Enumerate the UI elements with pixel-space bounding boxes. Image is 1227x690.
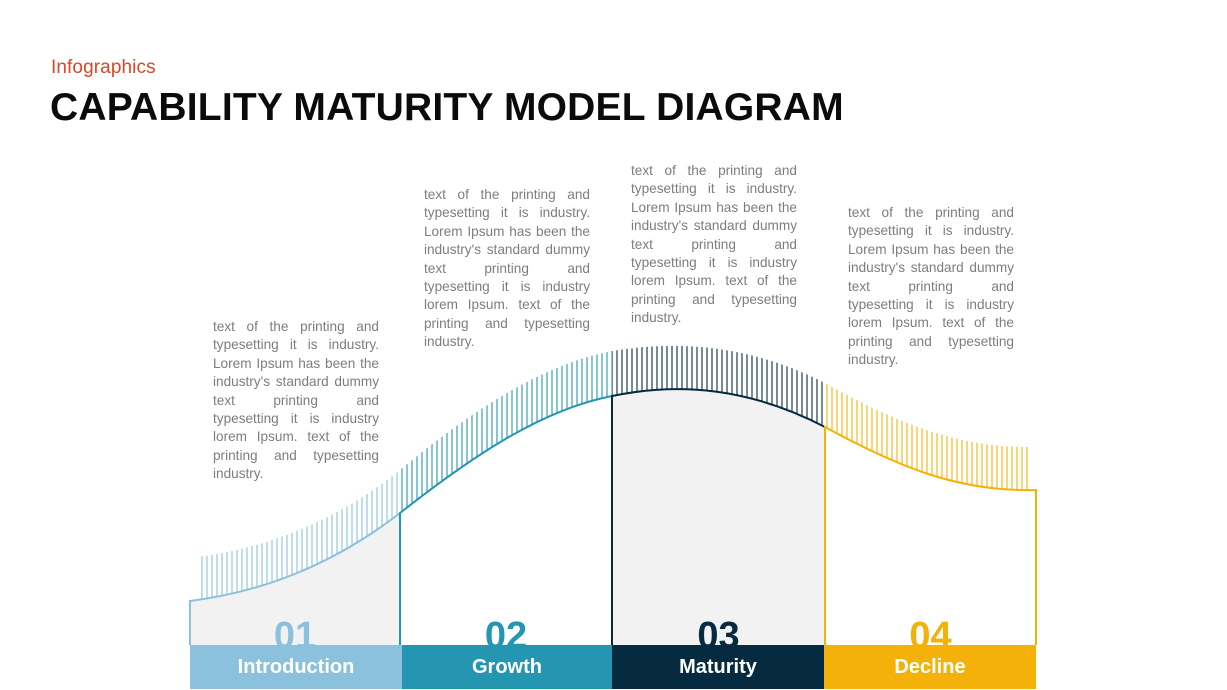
stage-3-label: Maturity bbox=[612, 645, 824, 689]
subtitle: Infographics bbox=[51, 57, 156, 78]
stage-2-label-text: Growth bbox=[472, 656, 542, 678]
page-title: CAPABILITY MATURITY MODEL DIAGRAM bbox=[50, 86, 844, 129]
stage-4-label: Decline bbox=[824, 645, 1036, 689]
stage-panels bbox=[190, 389, 1036, 645]
stage-4-description: text of the printing and typesetting it … bbox=[848, 205, 1014, 368]
stage-2-description: text of the printing and typesetting it … bbox=[424, 187, 590, 350]
stage-1-description: text of the printing and typesetting it … bbox=[213, 319, 379, 482]
stage-outlines bbox=[189, 388, 1037, 645]
stage-3-description: text of the printing and typesetting it … bbox=[631, 163, 797, 326]
stage-2-label: Growth bbox=[402, 645, 612, 689]
stage-4-number: 04 bbox=[909, 615, 952, 645]
stage-1-label: Introduction bbox=[190, 645, 402, 689]
stage-2-number: 02 bbox=[484, 615, 528, 645]
stage-1-number: 01 bbox=[273, 615, 317, 645]
stage-3-number: 03 bbox=[697, 615, 740, 645]
